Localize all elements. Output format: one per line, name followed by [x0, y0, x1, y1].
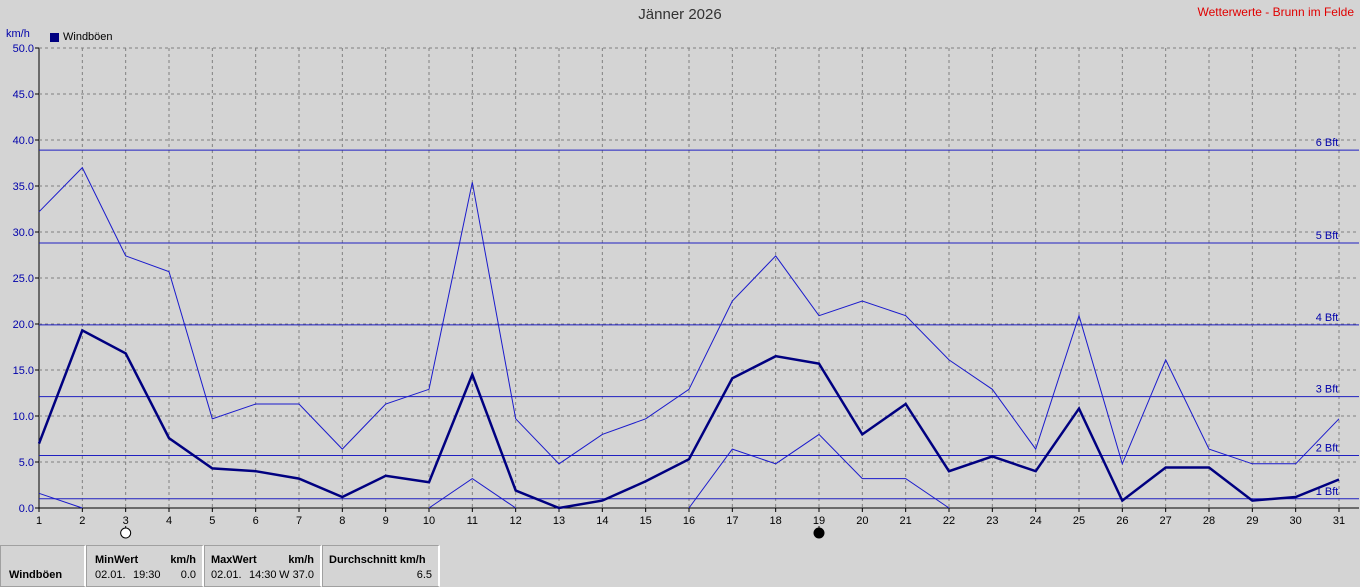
max-date: 02.01.: [211, 569, 242, 581]
legend-swatch: [50, 32, 59, 42]
x-tick-label: 15: [640, 515, 652, 527]
x-tick-label: 31: [1333, 515, 1345, 527]
x-tick-label: 29: [1246, 515, 1258, 527]
y-tick-label: 20.0: [13, 319, 34, 331]
x-tick-label: 18: [770, 515, 782, 527]
average-cell: Durchschnitt km/h 6.5: [322, 545, 440, 587]
max-unit: km/h: [288, 554, 314, 566]
legend: Windböen: [50, 31, 113, 43]
x-tick-label: 30: [1290, 515, 1302, 527]
stats-row-label: Windböen: [9, 569, 63, 581]
wind-gust-chart: 0.0 5.0 10.0 15.0 20.0 25.0 30.0 35.0 40.0 45.0 50…: [13, 43, 1359, 539]
series-line-3: [688, 433, 950, 509]
average-header: Durchschnitt km/h: [329, 554, 426, 566]
x-tick-label: 7: [296, 515, 302, 527]
x-tick-label: 25: [1073, 515, 1085, 527]
series-line-1: [37, 328, 1340, 510]
x-tick-label: 12: [510, 515, 522, 527]
y-tick-label: 35.0: [13, 181, 34, 193]
stats-row-label-cell: Windböen: [0, 545, 86, 587]
x-tick-label: 1: [36, 515, 42, 527]
y-tick-label: 10.0: [13, 411, 34, 423]
x-tick-label: 21: [900, 515, 912, 527]
min-header: MinWert: [95, 554, 139, 566]
chart-title: Jänner 2026: [638, 6, 722, 23]
stats-table: Windböen MinWert km/h 02.01. 19:30 0.0 M…: [0, 545, 440, 587]
x-tick-label: 6: [253, 515, 259, 527]
bft-label: 2 Bft: [1316, 443, 1339, 455]
x-tick-label: 22: [943, 515, 955, 527]
x-tick-label: 24: [1030, 515, 1042, 527]
x-tick-label: 14: [596, 515, 608, 527]
x-tick-label: 11: [467, 515, 478, 527]
bft-label: 5 Bft: [1316, 230, 1339, 242]
bft-label: 6 Bft: [1316, 137, 1339, 149]
series-line-3: [38, 492, 83, 509]
min-time: 19:30: [133, 569, 161, 581]
full-moon-icon: [120, 527, 132, 539]
average-value: 6.5: [416, 569, 432, 581]
min-date: 02.01.: [95, 569, 126, 581]
x-tick-label: 27: [1160, 515, 1172, 527]
max-value: W 37.0: [279, 569, 314, 581]
y-tick-label: 40.0: [13, 135, 34, 147]
new-moon-icon: [813, 527, 825, 539]
y-tick-label: 45.0: [13, 89, 34, 101]
x-tick-label: 8: [339, 515, 345, 527]
bft-label: 1 Bft: [1316, 486, 1339, 498]
x-tick-label: 13: [553, 515, 565, 527]
x-tick-label: 2: [79, 515, 85, 527]
min-unit: km/h: [170, 554, 196, 566]
y-axis-unit: km/h: [6, 28, 30, 40]
source-label: Wetterwerte - Brunn im Felde: [1197, 5, 1355, 19]
x-tick-label: 4: [166, 515, 172, 527]
x-tick-label: 9: [383, 515, 389, 527]
y-tick-label: 30.0: [13, 227, 34, 239]
x-tick-label: 3: [123, 515, 129, 527]
min-value-cell: MinWert km/h 02.01. 19:30 0.0: [86, 545, 204, 587]
legend-label: Windböen: [63, 31, 113, 43]
x-tick-label: 20: [856, 515, 868, 527]
x-tick-label: 5: [209, 515, 215, 527]
x-tick-label: 28: [1203, 515, 1215, 527]
x-tick-label: 16: [683, 515, 695, 527]
x-tick-label: 10: [423, 515, 435, 527]
x-tick-label: 19: [813, 515, 825, 527]
series-line-2: [38, 166, 1340, 466]
max-value-cell: MaxWert km/h 02.01. 14:30 W 37.0: [204, 545, 322, 587]
x-tick-label: 26: [1116, 515, 1128, 527]
min-value: 0.0: [180, 569, 196, 581]
y-tick-label: 25.0: [13, 273, 34, 285]
series-line-3: [428, 477, 516, 509]
x-tick-label: 23: [986, 515, 998, 527]
y-tick-label: 50.0: [13, 43, 34, 55]
bft-label: 3 Bft: [1316, 384, 1339, 396]
max-header: MaxWert: [211, 554, 257, 566]
y-tick-label: 5.0: [19, 457, 34, 469]
y-tick-label: 15.0: [13, 365, 34, 377]
bft-label: 4 Bft: [1316, 312, 1339, 324]
x-tick-label: 17: [726, 515, 738, 527]
max-time: 14:30: [249, 569, 277, 581]
y-tick-label: 0.0: [19, 503, 34, 515]
